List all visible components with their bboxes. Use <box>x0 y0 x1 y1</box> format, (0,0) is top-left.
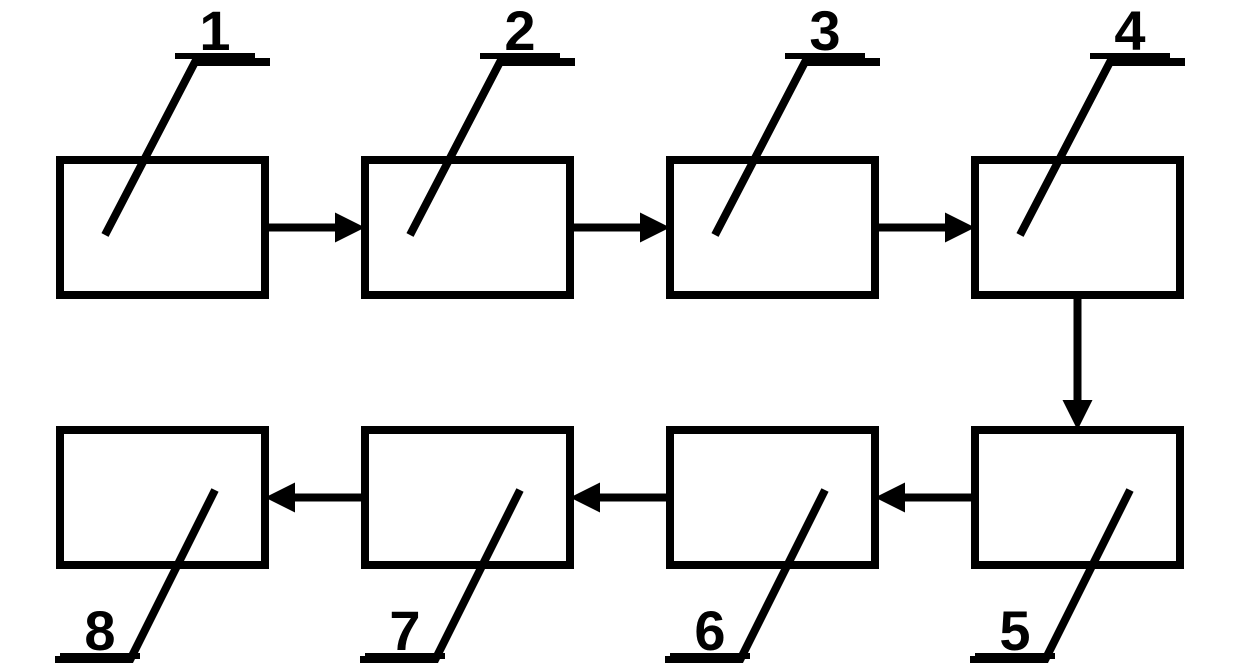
block-diagram: 1 2 3 4 5 6 7 8 <box>0 0 1240 663</box>
node-n8 <box>60 430 265 565</box>
node-n3 <box>670 160 875 295</box>
edge-n3-n4 <box>875 213 975 243</box>
callout-label: 1 <box>199 0 230 62</box>
edge-n7-n8 <box>265 483 365 513</box>
node-n7 <box>365 430 570 565</box>
node-n2 <box>365 160 570 295</box>
edge-n5-n6 <box>875 483 975 513</box>
callout-label: 4 <box>1114 0 1145 62</box>
node-n1 <box>60 160 265 295</box>
callout-label: 2 <box>504 0 535 62</box>
edge-n2-n3 <box>570 213 670 243</box>
callout-label: 6 <box>694 599 725 662</box>
node-n4 <box>975 160 1180 295</box>
edge-n1-n2 <box>265 213 365 243</box>
edge-n6-n7 <box>570 483 670 513</box>
callout-label: 5 <box>999 599 1030 662</box>
edge-n4-n5 <box>1063 295 1093 430</box>
node-n5 <box>975 430 1180 565</box>
callout-label: 3 <box>809 0 840 62</box>
callout-label: 8 <box>84 599 115 662</box>
node-n6 <box>670 430 875 565</box>
callout-label: 7 <box>389 599 420 662</box>
